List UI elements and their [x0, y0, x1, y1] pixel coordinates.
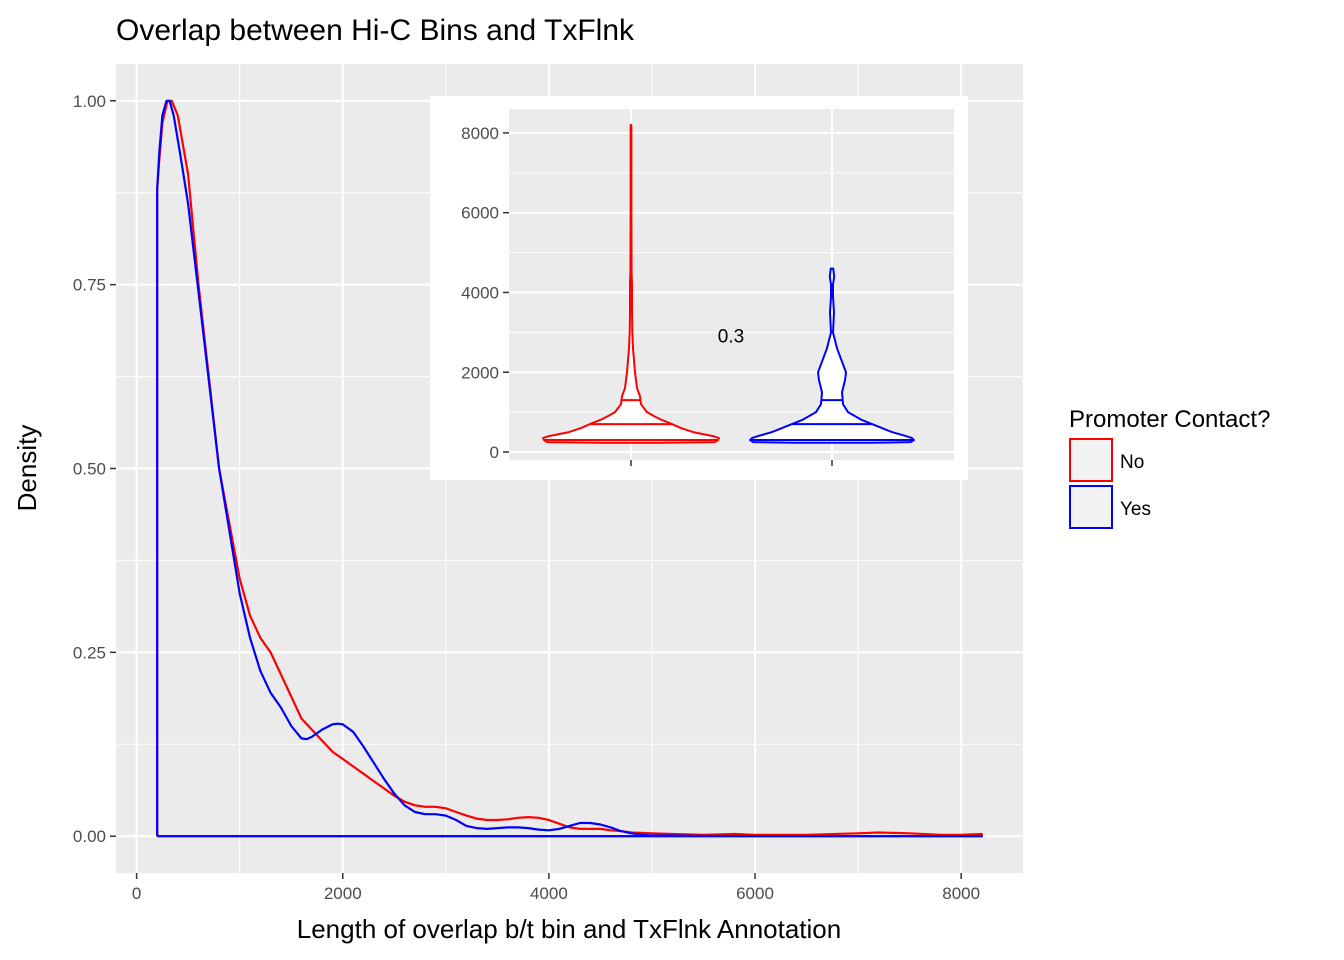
inset-y-tick-label: 8000	[461, 124, 499, 143]
y-tick-label: 0.00	[73, 827, 106, 846]
inset-y-tick-label: 0	[490, 443, 499, 462]
x-tick-label: 4000	[530, 884, 568, 903]
main-series-lines	[156, 99, 983, 838]
x-axis-title: Length of overlap b/t bin and TxFlnk Ann…	[297, 914, 841, 944]
y-axis-title: Density	[12, 425, 42, 512]
density-line-yes	[156, 99, 983, 838]
violin-yes	[749, 267, 915, 444]
inset-y-tick-label: 4000	[461, 283, 499, 302]
y-tick-label: 1.00	[73, 92, 106, 111]
y-tick-label: 0.50	[73, 460, 106, 479]
legend-label-no: No	[1120, 452, 1144, 473]
inset-y-tick-label: 2000	[461, 363, 499, 382]
legend: Promoter Contact? No Yes	[1069, 406, 1270, 529]
x-tick-label: 8000	[942, 884, 980, 903]
x-tick-label: 2000	[324, 884, 362, 903]
plot-title: Overlap between Hi-C Bins and TxFlnk	[116, 14, 635, 47]
y-tick-label: 0.75	[73, 276, 106, 295]
inset-chart: 0 2000 4000 6000 8000 0.3	[430, 96, 968, 480]
main-axes: 0 2000 4000 6000 8000 0.00 0.25 0.50 0.75 1.00	[73, 92, 980, 903]
density-line-no	[156, 99, 983, 838]
legend-label-yes: Yes	[1120, 499, 1151, 520]
y-tick-label: 0.25	[73, 643, 106, 662]
inset-violins	[542, 124, 915, 444]
inset-panel-background	[509, 109, 954, 460]
legend-entries: No Yes	[1069, 438, 1151, 529]
x-tick-label: 0	[132, 884, 141, 903]
inset-annotation: 0.3	[718, 326, 744, 347]
legend-title: Promoter Contact?	[1069, 406, 1270, 433]
inset-y-tick-label: 6000	[461, 204, 499, 223]
x-tick-label: 6000	[736, 884, 774, 903]
inset-axes: 0 2000 4000 6000 8000	[461, 124, 833, 466]
violin-no	[542, 124, 720, 444]
legend-key-yes	[1069, 485, 1113, 529]
legend-key-no	[1069, 438, 1113, 482]
